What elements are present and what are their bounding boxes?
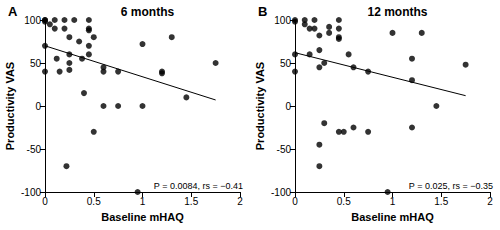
svg-text:0: 0 <box>285 101 291 112</box>
svg-text:-50: -50 <box>27 144 42 155</box>
svg-text:0.5: 0.5 <box>337 196 351 207</box>
svg-text:1.5: 1.5 <box>434 196 448 207</box>
svg-text:A: A <box>8 4 18 19</box>
svg-text:-50: -50 <box>277 144 292 155</box>
svg-text:100: 100 <box>274 15 291 26</box>
svg-text:0.5: 0.5 <box>87 196 101 207</box>
svg-text:12 months: 12 months <box>367 5 427 19</box>
svg-text:50: 50 <box>280 58 292 69</box>
svg-text:6 months: 6 months <box>121 5 175 19</box>
svg-text:1: 1 <box>390 196 396 207</box>
svg-text:B: B <box>258 4 267 19</box>
svg-text:1: 1 <box>140 196 146 207</box>
svg-text:1.5: 1.5 <box>184 196 198 207</box>
svg-text:0: 0 <box>292 196 298 207</box>
svg-text:P = 0.025, rs = −0.35: P = 0.025, rs = −0.35 <box>409 181 493 191</box>
svg-text:100: 100 <box>24 15 41 26</box>
svg-text:P = 0.0084, rs = −0.41: P = 0.0084, rs = −0.41 <box>154 181 243 191</box>
svg-text:Productivity VAS: Productivity VAS <box>4 62 16 150</box>
svg-text:Baseline mHAQ: Baseline mHAQ <box>101 211 184 223</box>
svg-text:2: 2 <box>487 196 493 207</box>
svg-text:0: 0 <box>42 196 48 207</box>
svg-text:-100: -100 <box>21 187 41 198</box>
svg-text:-100: -100 <box>271 187 291 198</box>
svg-text:0: 0 <box>35 101 41 112</box>
svg-text:Productivity VAS: Productivity VAS <box>254 62 266 150</box>
svg-text:2: 2 <box>237 196 243 207</box>
svg-text:Baseline mHAQ: Baseline mHAQ <box>351 211 434 223</box>
svg-text:50: 50 <box>30 58 42 69</box>
